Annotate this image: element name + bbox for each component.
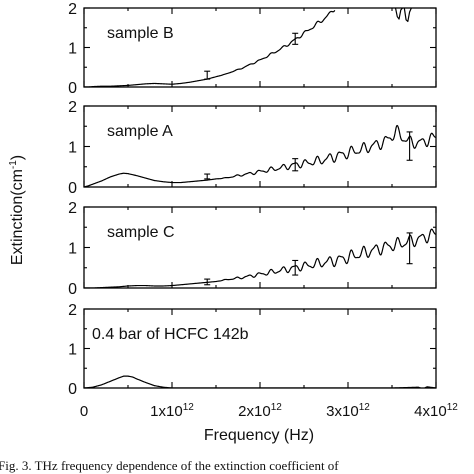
series-line	[84, 9, 336, 87]
panel-1: 0 1 2 sample B	[68, 1, 437, 97]
x-tick-label: 2x1012	[238, 402, 282, 420]
x-tick-label: 1x1012	[150, 402, 194, 420]
panels-layer: 0 1 2 sample B 0 1 2 sample A 0 1 2 sample C 0 1 2 0.4 …	[68, 1, 437, 398]
error-bar	[292, 32, 299, 45]
error-bar	[292, 158, 299, 172]
panel-frame	[83, 308, 437, 389]
y-axis-label: Extinction(cm-1)	[8, 155, 26, 265]
y-tick-label: 0	[68, 180, 77, 197]
figure-caption: Fig. 3. THz frequency dependence of the …	[0, 458, 339, 473]
series-line	[84, 124, 436, 187]
y-tick-label: 1	[68, 140, 77, 157]
y-tick-label: 1	[68, 342, 77, 359]
panel-label: sample B	[107, 25, 174, 42]
y-tick-label: 1	[68, 241, 77, 258]
panel-4: 0 1 2 0.4 bar of HCFC 142b	[68, 302, 437, 398]
error-bar	[204, 173, 211, 180]
series-line	[84, 228, 436, 288]
panel-label: sample A	[107, 123, 173, 140]
y-tick-label: 2	[68, 200, 77, 217]
y-tick-label: 1	[68, 41, 77, 58]
x-tick-labels: 0 1x1012 2x1012 3x1012 4x1012	[80, 402, 458, 420]
error-bar	[292, 259, 299, 276]
x-axis-label: Frequency (Hz)	[204, 427, 314, 444]
panel-2: 0 1 2 sample A	[68, 99, 437, 197]
x-tick-label: 0	[80, 403, 88, 420]
y-tick-label: 2	[68, 99, 77, 116]
y-tick-label: 2	[68, 302, 77, 319]
y-tick-label: 0	[68, 381, 77, 398]
error-bar	[204, 278, 211, 286]
series-line	[84, 375, 436, 388]
y-tick-label: 2	[68, 1, 77, 18]
series-line-fragment	[394, 8, 404, 20]
x-tick-label: 3x1012	[326, 402, 370, 420]
panel-frame	[83, 7, 437, 88]
panel-label: sample C	[107, 224, 175, 241]
panel-label: 0.4 bar of HCFC 142b	[92, 326, 249, 343]
y-tick-label: 0	[68, 80, 77, 97]
error-bar	[204, 70, 211, 80]
error-bar	[406, 232, 413, 265]
x-tick-label: 4x1012	[414, 402, 458, 420]
series-line-fragment	[403, 8, 412, 23]
panel-frame	[83, 105, 437, 188]
error-bar	[406, 131, 413, 161]
panel-3: 0 1 2 sample C	[68, 200, 437, 298]
y-tick-label: 0	[68, 281, 77, 298]
